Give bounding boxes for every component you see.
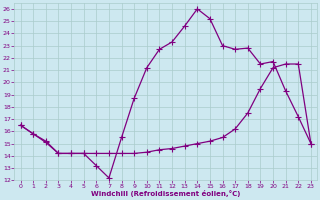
X-axis label: Windchill (Refroidissement éolien,°C): Windchill (Refroidissement éolien,°C) xyxy=(91,190,240,197)
